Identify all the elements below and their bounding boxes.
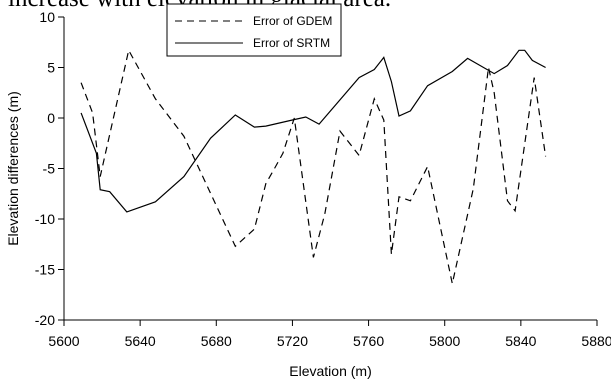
x-tick-label: 5720 [277,333,308,349]
plot-frame [63,17,597,321]
y-tick-label: -10 [35,211,55,227]
x-axis-title: Elevation (m) [289,363,371,379]
y-tick-label: 0 [47,110,55,126]
x-tick-label: 5760 [353,333,384,349]
y-tick-label: -5 [43,161,56,177]
x-tick-label: 5600 [48,333,79,349]
x-axis-ticks: 5600 5640 5680 5720 5760 5800 5840 5880 [48,320,611,349]
y-axis-ticks: 10 5 0 -5 -10 -15 -20 [35,9,64,328]
series-layer [80,48,547,284]
y-tick-label: 10 [39,9,55,25]
x-tick-label: 5840 [505,333,536,349]
x-tick-label: 5640 [125,333,156,349]
y-tick-label: 5 [47,60,55,76]
legend: Error of GDEM Error of SRTM [166,3,342,57]
y-tick-label: -20 [35,312,55,328]
x-tick-label: 5800 [429,333,460,349]
x-tick-label: 5880 [581,333,611,349]
y-tick-label: -15 [35,262,55,278]
series-line-gdem [80,48,547,284]
y-axis-title: Elevation differences (m) [5,91,21,246]
x-tick-label: 5680 [201,333,232,349]
legend-label-srtm: Error of SRTM [253,36,330,50]
series-line-srtm [80,49,546,213]
legend-label-gdem: Error of GDEM [253,14,332,28]
legend-box [166,3,342,57]
